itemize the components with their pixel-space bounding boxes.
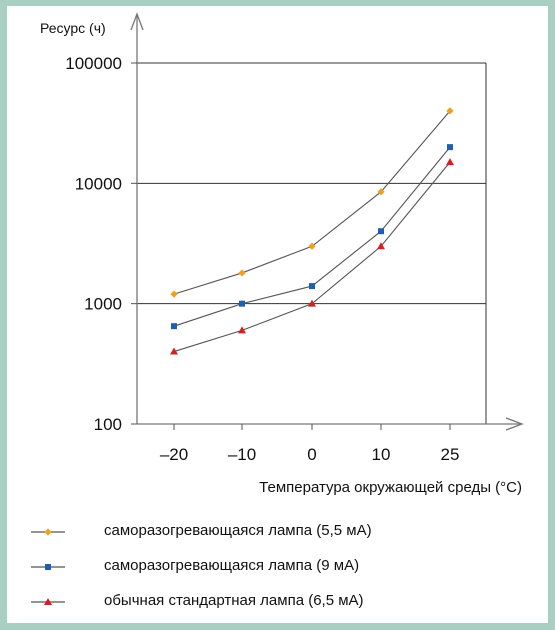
x-tick-label: 25 [441,445,460,464]
legend-point-2 [44,598,52,605]
series-lines [173,110,451,353]
series-1-point-3 [378,228,384,235]
legend-marker-1 [31,564,65,570]
series-0-point-2 [308,242,316,250]
series-1-point-1 [239,300,245,307]
y-tick-label: 100 [94,415,122,434]
series-2-point-2 [308,299,316,307]
legend-point-0 [44,528,52,536]
series-2-point-4 [446,158,454,166]
legend-label-1: саморазогревающаяся лампа (9 мА) [104,557,360,574]
series-0-point-4 [446,107,454,115]
series-2-point-0 [170,347,178,355]
y-tick-label: 10000 [75,174,122,193]
y-axis-label: Ресурс (ч) [40,20,106,36]
x-axis-arrow [505,417,524,431]
y-tick-label: 1000 [84,295,122,314]
legend-marker-0 [31,528,65,536]
series-1-point-4 [447,144,453,151]
axes [130,12,524,431]
x-tick-label: 0 [307,445,316,464]
x-tick-label: –10 [228,445,256,464]
y-tick-label: 100000 [65,54,122,73]
series-line-0 [173,110,451,295]
tick-labels: 100 1000 10000 100000 –20 –10 0 10 25 [65,54,459,464]
series-1-point-2 [309,283,315,290]
series-line-1 [173,146,451,327]
legend-label-0: саморазогревающаяся лампа (5,5 мА) [104,522,372,539]
series-1-point-0 [171,323,177,330]
series-0-point-0 [170,290,178,298]
series-0-point-1 [238,269,246,277]
x-tick-label: 10 [372,445,391,464]
x-axis-label: Температура окружающей среды (°С) [259,479,522,496]
legend-label-2: обычная стандартная лампа (6,5 мА) [104,592,364,609]
series-markers [170,107,454,355]
legend-point-1 [45,564,51,570]
y-axis-arrow [130,12,144,31]
series-line-2 [173,161,451,353]
series-2-point-1 [238,326,246,334]
x-tick-label: –20 [160,445,188,464]
series-2-point-3 [377,242,385,250]
series-0-point-3 [377,188,385,196]
legend-marker-2 [31,598,65,605]
